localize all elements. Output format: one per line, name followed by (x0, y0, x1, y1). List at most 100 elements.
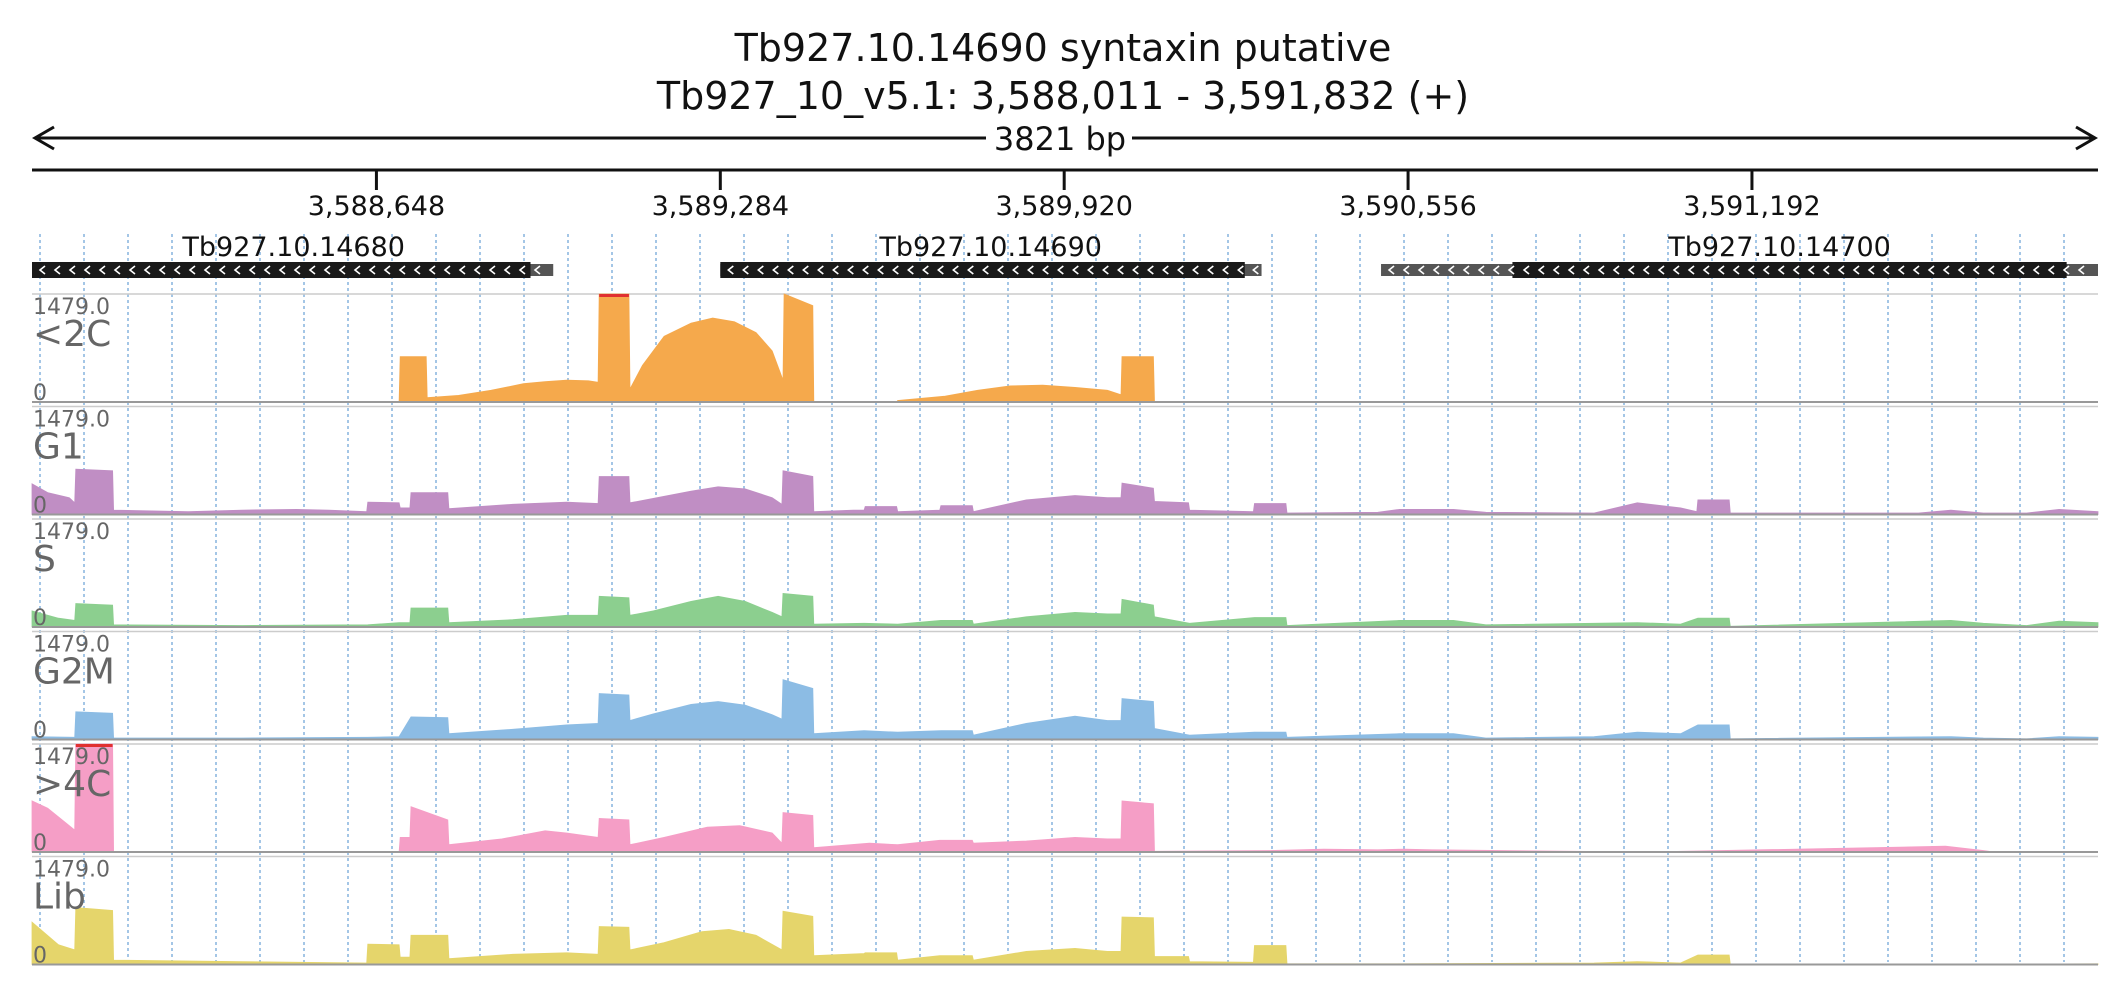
gene-1-strand-mark-27 (1132, 265, 1139, 275)
gene-2-strand-mark-18 (1657, 265, 1665, 275)
gene-1-strand-mark-24 (1087, 265, 1094, 275)
gene-0-strand-mark-26 (428, 265, 436, 275)
gene-0-strand-mark-12 (218, 265, 226, 275)
gene-0-strand-mark-22 (368, 265, 376, 275)
gene-0-strand-mark-8 (158, 265, 166, 275)
gene-0-strand-mark-31 (503, 265, 511, 275)
track-5-area (31, 907, 2099, 965)
gene-0-strand-mark-7 (143, 265, 151, 275)
gene-1-strand-mark-13 (922, 265, 929, 275)
gene-0-strand-mark-0 (38, 265, 46, 275)
gene-1-strand-mark-8 (847, 265, 854, 275)
span-arrow-head-left (32, 125, 55, 151)
gene-2-strand-mark-38 (1957, 265, 1965, 275)
track-2-name: S (33, 539, 56, 580)
gene-0-strand-mark-1 (53, 265, 61, 275)
gene-0-strand-mark-3 (83, 265, 91, 275)
track-0-ymin-label: 0 (33, 381, 47, 406)
track-3-name: G2M (33, 652, 115, 693)
span-label: 3821 bp (994, 120, 1126, 158)
gene-1-strand-mark-17 (982, 265, 989, 275)
gene-0-strand-mark-18 (308, 265, 316, 275)
gene-2-cds (1512, 262, 2067, 278)
gene-0-strand-mark-14 (248, 265, 256, 275)
span-arrow-head-right (2075, 125, 2098, 151)
gene-2-strand-mark-9 (1522, 265, 1530, 275)
axis-tick-label-0: 3,588,648 (308, 191, 445, 222)
gene-2-strand-mark-17 (1642, 265, 1650, 275)
gene-1-strand-mark-29 (1162, 265, 1169, 275)
gene-0-label: Tb927.10.14680 (181, 232, 405, 263)
gene-1-strand-mark-14 (937, 265, 944, 275)
gene-2-strand-mark-22 (1717, 265, 1725, 275)
gene-2-strand-mark-23 (1732, 265, 1740, 275)
gene-1-strand-mark-16 (967, 265, 974, 275)
track-0-area (32, 293, 2098, 403)
gene-1-strand-mark-25 (1102, 265, 1109, 275)
track-1-ymin-label: 0 (33, 494, 47, 519)
track-1-area (31, 468, 2099, 515)
track-4-ymin-label: 0 (33, 831, 47, 856)
track-0-ymax-label: 1479.0 (33, 295, 110, 320)
gene-0-strand-mark-10 (188, 265, 196, 275)
gene-0-strand-mark-4 (98, 265, 106, 275)
track-3-ymax-label: 1479.0 (33, 633, 110, 658)
track-4-ymax-label: 1479.0 (33, 745, 110, 770)
gene-1-strand-mark-20 (1027, 265, 1034, 275)
gene-1-strand-mark-32 (1207, 265, 1214, 275)
gene-2-strand-mark-14 (1597, 265, 1605, 275)
gene-0-strand-mark-24 (398, 265, 406, 275)
gene-2-strand-mark-36 (1927, 265, 1935, 275)
track-5-ymin-label: 0 (33, 944, 47, 969)
gene-2-strand-mark-11 (1552, 265, 1560, 275)
gene-0-strand-mark-11 (203, 265, 211, 275)
gene-2-strand-mark-33 (1882, 265, 1890, 275)
gene-1-strand-mark-28 (1147, 265, 1154, 275)
gene-2-label: Tb927.10.14700 (1667, 232, 1891, 263)
track-2-area (31, 592, 2099, 628)
gene-0-strand-mark-20 (338, 265, 346, 275)
gene-1-strand-mark-18 (997, 265, 1004, 275)
gene-2-strand-mark-2 (1417, 265, 1425, 275)
gene-0-strand-mark-33 (533, 265, 541, 275)
gene-2-strand-mark-25 (1762, 265, 1770, 275)
gene-1-strand-mark-33 (1222, 265, 1229, 275)
gene-1-strand-mark-7 (832, 265, 839, 275)
gene-2-strand-mark-20 (1687, 265, 1695, 275)
gene-2-strand-mark-34 (1897, 265, 1905, 275)
chart-title: Tb927.10.14690 syntaxin putative (734, 26, 1392, 70)
gene-1-strand-mark-23 (1072, 265, 1079, 275)
track-2-ymax-label: 1479.0 (33, 520, 110, 545)
gene-2-strand-mark-27 (1792, 265, 1800, 275)
track-3-area (31, 679, 2099, 740)
gene-2-strand-mark-5 (1462, 265, 1470, 275)
gene-0-strand-mark-6 (128, 265, 136, 275)
gene-1-strand-mark-0 (727, 265, 734, 275)
gene-2-strand-mark-24 (1747, 265, 1755, 275)
axis-tick-label-3: 3,590,556 (1339, 191, 1476, 222)
track-3-ymin-label: 0 (33, 719, 47, 744)
track-4-area (31, 743, 2098, 853)
gene-2-strand-mark-32 (1867, 265, 1875, 275)
track-5-ymax-label: 1479.0 (33, 858, 110, 883)
gene-1-strand-mark-10 (877, 265, 884, 275)
track-0-name: <2C (33, 314, 111, 355)
gene-2-strand-mark-16 (1627, 265, 1635, 275)
track-1-name: G1 (33, 427, 84, 468)
gene-1-strand-mark-1 (742, 265, 749, 275)
gene-1-strand-mark-5 (802, 265, 809, 275)
gene-2-strand-mark-40 (1987, 265, 1995, 275)
gene-2-strand-mark-7 (1492, 265, 1500, 275)
gene-0-strand-mark-16 (278, 265, 286, 275)
gene-2-strand-mark-37 (1942, 265, 1950, 275)
gene-1-strand-mark-22 (1057, 265, 1064, 275)
gene-2-strand-mark-26 (1777, 265, 1785, 275)
gene-0-strand-mark-23 (383, 265, 391, 275)
gene-2-strand-mark-42 (2017, 265, 2025, 275)
gene-0-strand-mark-13 (233, 265, 241, 275)
gene-1-strand-mark-9 (862, 265, 869, 275)
gene-2-strand-mark-46 (2077, 265, 2085, 275)
gene-0-strand-mark-29 (473, 265, 481, 275)
gene-2-strand-mark-21 (1702, 265, 1710, 275)
